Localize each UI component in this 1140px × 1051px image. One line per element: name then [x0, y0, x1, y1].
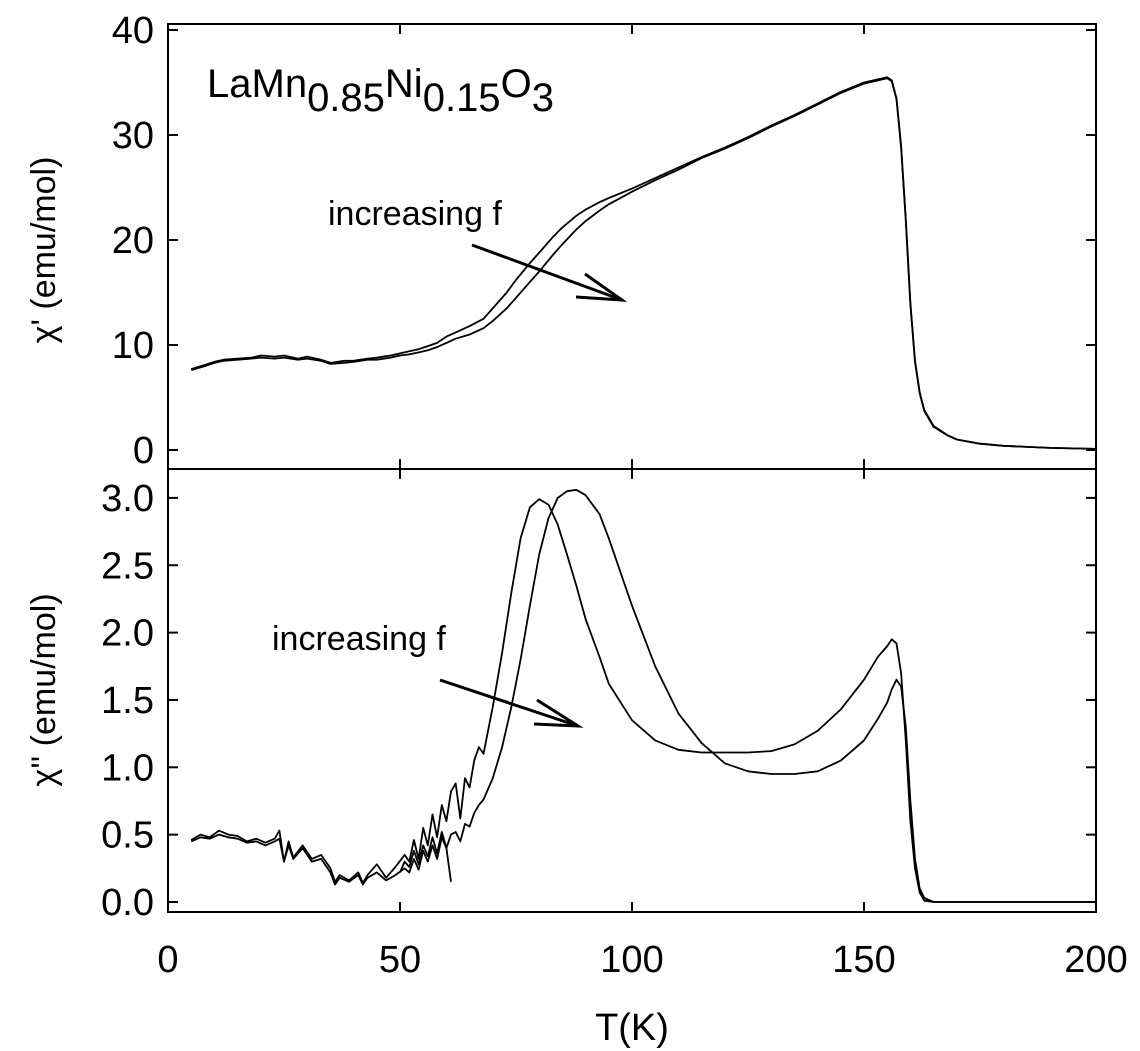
compound-label-part: Ni	[385, 62, 423, 106]
bottom-panel: 0.0 0.5 1.0 1.5 2.0 2.5 3.0 0 50 100 150 200 χ'' (e…	[25, 468, 1128, 1049]
compound-label-sub: 0.85	[307, 76, 385, 120]
bottom-ticks: 0.0 0.5 1.0 1.5 2.0 2.5 3.0 0 50 100 150 200	[101, 469, 1128, 981]
x-tick-label: 200	[1064, 939, 1127, 981]
top-y-axis-label: χ' (emu/mol)	[25, 157, 63, 344]
series-line-3	[399, 831, 452, 882]
y-tick-label: 1.0	[101, 747, 154, 789]
compound-label-part: O	[501, 62, 532, 106]
series-line-1	[190, 498, 1096, 903]
top-series-lines	[190, 76, 1097, 450]
series-line-2	[190, 488, 1096, 903]
bottom-arrow	[439, 678, 584, 728]
top-y-ticks: 0 10 20 30 40	[112, 10, 1097, 472]
top-arrow-label: increasing f	[328, 195, 502, 233]
y-tick-label: 20	[112, 220, 154, 262]
bottom-y-axis-label: χ'' (emu/mol)	[25, 593, 63, 786]
series-line-1	[190, 76, 1097, 450]
compound-label-sub: 0.15	[423, 76, 501, 120]
x-tick-label: 100	[600, 939, 663, 981]
compound-label-sub: 3	[532, 76, 554, 120]
y-tick-label: 0.5	[101, 815, 154, 857]
y-tick-label: 0	[133, 430, 154, 472]
y-tick-label: 40	[112, 10, 154, 52]
bottom-plot-frame	[167, 468, 1097, 913]
x-tick-label: 150	[832, 939, 895, 981]
bottom-arrow-label: increasing f	[272, 620, 446, 658]
y-tick-label: 1.5	[101, 680, 154, 722]
x-tick-label: 50	[379, 939, 421, 981]
series-line-2	[190, 77, 1097, 450]
bottom-series-lines	[190, 488, 1096, 903]
y-tick-label: 2.0	[101, 613, 154, 655]
top-arrow	[471, 243, 628, 302]
y-tick-label: 2.5	[101, 545, 154, 587]
y-tick-label: 3.0	[101, 478, 154, 520]
x-axis-label: T(K)	[595, 1007, 669, 1049]
compound-label-part: LaMn	[207, 62, 307, 106]
x-tick-label: 0	[157, 939, 178, 981]
y-tick-label: 30	[112, 115, 154, 157]
compound-label: LaMn0.85Ni0.15O3	[207, 62, 554, 120]
y-tick-label: 0.0	[101, 882, 154, 924]
y-tick-label: 10	[112, 325, 154, 367]
